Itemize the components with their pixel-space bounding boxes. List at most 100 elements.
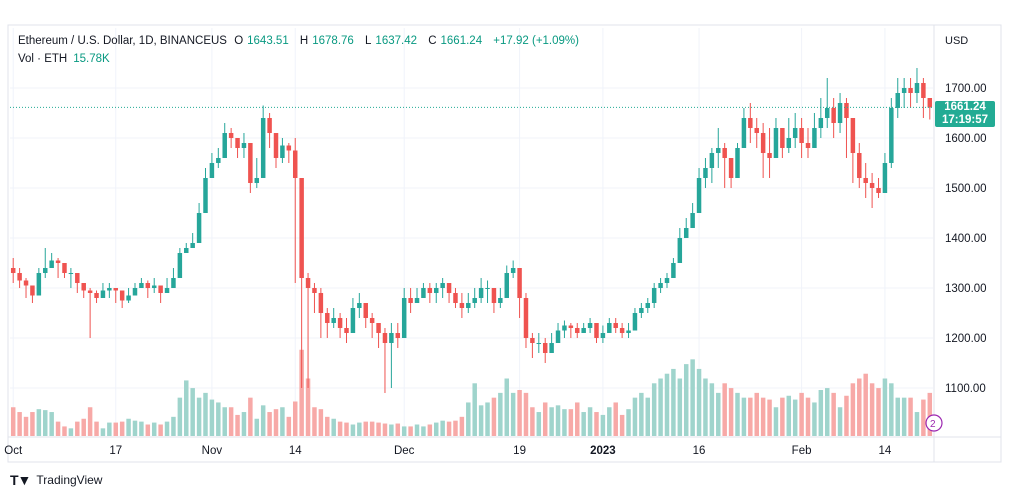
candle-body[interactable] <box>568 325 574 329</box>
candle-body[interactable] <box>100 290 106 299</box>
candle-body[interactable] <box>389 333 394 343</box>
candle-body[interactable] <box>600 333 606 338</box>
candle-body[interactable] <box>337 318 343 328</box>
candle-body[interactable] <box>645 303 651 308</box>
candle-body[interactable] <box>62 263 67 273</box>
candle-body[interactable] <box>523 298 529 338</box>
candle-body[interactable] <box>613 323 618 328</box>
candle-body[interactable] <box>164 288 170 293</box>
candle-body[interactable] <box>677 238 683 263</box>
candle-body[interactable] <box>126 295 131 301</box>
candle-body[interactable] <box>549 343 554 353</box>
candle-body[interactable] <box>889 108 894 163</box>
candle-body[interactable] <box>824 108 830 118</box>
candle-body[interactable] <box>107 288 112 291</box>
symbol-title[interactable]: Ethereum / U.S. Dollar, 1D, BINANCEUS <box>18 35 227 47</box>
candle-body[interactable] <box>876 188 881 193</box>
candle-body[interactable] <box>440 283 445 288</box>
candle-body[interactable] <box>427 288 433 293</box>
candle-body[interactable] <box>914 83 920 93</box>
candle-body[interactable] <box>466 303 471 308</box>
candle-body[interactable] <box>190 243 195 248</box>
candle-body[interactable] <box>305 278 311 288</box>
candle-body[interactable] <box>196 213 202 243</box>
candle-body[interactable] <box>267 118 272 133</box>
candle-body[interactable] <box>664 278 670 283</box>
candle-body[interactable] <box>453 293 458 303</box>
candle-body[interactable] <box>203 178 208 213</box>
candle-body[interactable] <box>722 148 727 158</box>
candle-body[interactable] <box>587 323 593 328</box>
candle-body[interactable] <box>408 298 413 303</box>
candle-body[interactable] <box>639 308 644 313</box>
candle-body[interactable] <box>94 293 99 298</box>
candle-body[interactable] <box>184 248 189 253</box>
candle-body[interactable] <box>151 285 157 289</box>
candle-body[interactable] <box>716 148 721 153</box>
candle-body[interactable] <box>542 343 548 353</box>
candle-body[interactable] <box>786 138 792 148</box>
candle-body[interactable] <box>780 128 785 148</box>
candle-body[interactable] <box>55 260 61 264</box>
candle-body[interactable] <box>844 103 849 118</box>
candle-body[interactable] <box>10 268 16 273</box>
candle-body[interactable] <box>216 158 221 163</box>
candle-body[interactable] <box>850 118 856 153</box>
candle-body[interactable] <box>376 323 381 333</box>
candle-body[interactable] <box>248 143 253 183</box>
candle-body[interactable] <box>927 98 933 108</box>
candle-body[interactable] <box>504 273 509 298</box>
candle-body[interactable] <box>767 153 772 158</box>
candle-body[interactable] <box>485 288 490 289</box>
candle-body[interactable] <box>171 278 176 288</box>
candle-body[interactable] <box>357 303 362 308</box>
candle-body[interactable] <box>363 303 368 318</box>
candle-body[interactable] <box>299 178 304 278</box>
candle-body[interactable] <box>607 323 612 333</box>
candle-body[interactable] <box>49 260 54 269</box>
candle-body[interactable] <box>119 290 125 301</box>
candle-body[interactable] <box>459 303 465 308</box>
candle-body[interactable] <box>139 283 144 288</box>
candle-body[interactable] <box>36 273 42 296</box>
candle-body[interactable] <box>818 118 824 128</box>
candle-body[interactable] <box>43 268 48 273</box>
candle-body[interactable] <box>837 103 843 123</box>
candle-body[interactable] <box>23 280 29 286</box>
candle-body[interactable] <box>113 288 119 291</box>
candle-body[interactable] <box>260 118 266 178</box>
candle-body[interactable] <box>812 128 817 148</box>
candle-body[interactable] <box>575 328 580 333</box>
candle-body[interactable] <box>344 328 349 333</box>
candle-body[interactable] <box>594 323 599 338</box>
candle-body[interactable] <box>728 158 734 178</box>
candle-body[interactable] <box>222 133 227 158</box>
candle-body[interactable] <box>421 288 426 298</box>
candle-body[interactable] <box>286 145 292 151</box>
candle-body[interactable] <box>145 283 151 288</box>
candle-body[interactable] <box>254 178 260 183</box>
candle-body[interactable] <box>908 88 913 93</box>
candle-body[interactable] <box>863 178 868 183</box>
candle-body[interactable] <box>895 93 900 108</box>
candle-body[interactable] <box>177 253 183 278</box>
candle-body[interactable] <box>901 88 907 93</box>
candle-body[interactable] <box>626 330 631 334</box>
candle-body[interactable] <box>87 290 93 294</box>
y-axis[interactable]: 1700.00 1600.00 1500.00 1400.00 1300.00 1200.… <box>933 25 987 462</box>
candle-body[interactable] <box>709 153 715 168</box>
candle-body[interactable] <box>555 330 561 344</box>
candle-body[interactable] <box>510 268 516 273</box>
candle-body[interactable] <box>132 288 138 296</box>
x-axis[interactable]: Oct 17 Nov 14 Dec 19 2023 16 Feb 14 <box>4 436 1001 457</box>
candle-body[interactable] <box>369 318 375 323</box>
candle-body[interactable] <box>882 163 888 193</box>
candle-body[interactable] <box>30 285 35 296</box>
footer[interactable]: T▼ TradingView <box>10 472 102 488</box>
candle-body[interactable] <box>472 298 477 303</box>
event-marker-icon[interactable] <box>925 414 943 432</box>
candle-body[interactable] <box>690 213 695 228</box>
candle-body[interactable] <box>671 263 676 278</box>
candle-body[interactable] <box>581 328 586 333</box>
